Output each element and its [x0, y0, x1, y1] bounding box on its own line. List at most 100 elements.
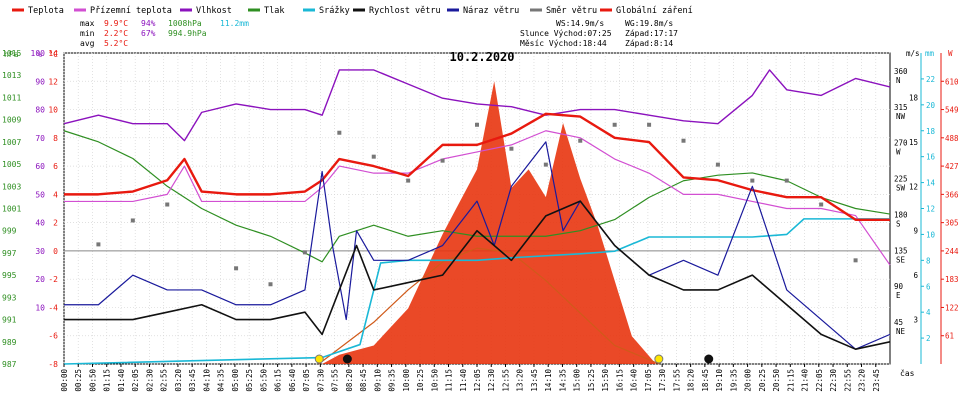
time-label-56: 23:20 [858, 369, 867, 392]
stat-max-press: 1008hPa [168, 19, 202, 28]
legend-label-1: Přízemní teplota [90, 6, 172, 16]
dir-tick-0: 360 [894, 67, 908, 76]
legend-label-8: Globální záření [616, 6, 693, 16]
temp-tick-11: -8 [48, 360, 58, 369]
dir-tick-2: 270 [894, 139, 908, 148]
w-tick-4: 366 [945, 190, 959, 199]
temp-tick-2: 10 [48, 106, 58, 115]
hpa-tick-1: 1013 [2, 71, 21, 80]
pct-tick-2: 80 [35, 106, 45, 115]
mm-tick-7: 8 [926, 256, 931, 265]
w-tick-8: 122 [945, 303, 959, 312]
time-label-16: 06:40 [288, 369, 297, 392]
temp-tick-7: 0 [53, 247, 58, 256]
mm-tick-8: 6 [926, 282, 931, 291]
wind-dir-mark-1 [130, 218, 135, 223]
time-label-57: 23:45 [872, 369, 881, 392]
time-label-37: 15:25 [587, 369, 596, 392]
time-label-50: 20:50 [772, 369, 781, 392]
axes: 00:00 00:25 00:50 01:15 01:40 02:05 02:30 02:55… [2, 49, 959, 392]
dir-card-7: NE [896, 327, 906, 336]
wind-dir-mark-17 [715, 162, 720, 167]
mm-tick-0: 22 [926, 75, 935, 84]
time-label-42: 17:30 [658, 369, 667, 392]
hpa-tick-2: 1011 [2, 93, 21, 102]
time-label-31: 12:55 [501, 369, 510, 392]
ms-tick-1: 15 [909, 138, 918, 147]
time-label-5: 02:05 [131, 369, 140, 392]
legend-label-0: Teplota [28, 6, 64, 16]
hpa-unit: hPa [4, 50, 19, 59]
hpa-tick-14: 987 [2, 360, 17, 369]
mm-tick-5: 12 [926, 205, 935, 214]
wind-speed-line [64, 200, 891, 350]
dir-card-3: SW [896, 184, 906, 193]
time-label-20: 08:20 [345, 369, 354, 392]
time-label-1: 00:25 [74, 369, 83, 392]
stat-min-label: min [80, 29, 95, 38]
time-label-39: 16:15 [615, 369, 624, 392]
time-label-11: 04:35 [217, 369, 226, 392]
pct-tick-7: 30 [35, 247, 45, 256]
w-tick-2: 488 [945, 134, 959, 143]
time-label-38: 15:50 [601, 369, 610, 392]
radiation-area [322, 81, 656, 364]
time-label-55: 22:55 [843, 369, 852, 392]
time-label-45: 18:45 [701, 369, 710, 392]
moonset-marker [342, 354, 352, 364]
stat-moonrise: Měsíc Východ:18:44 [520, 39, 607, 48]
stats-panel: max 9.9°C 94% 1008hPa 11.2mm min 2.2°C 67% 994.9… [80, 19, 678, 48]
clear-sky-curve [318, 247, 660, 365]
time-label-36: 15:00 [573, 369, 582, 392]
time-label-35: 14:35 [558, 369, 567, 392]
hpa-tick-3: 1009 [2, 116, 21, 125]
time-label-48: 20:00 [744, 369, 753, 392]
pct-unit: % [37, 50, 42, 59]
time-label-26: 10:50 [430, 369, 439, 392]
time-label-22: 09:10 [373, 369, 382, 392]
hpa-tick-10: 995 [2, 271, 17, 280]
wind-dir-mark-9 [440, 158, 445, 163]
wind-dir-mark-2 [165, 202, 170, 207]
wind-dir-mark-15 [647, 122, 652, 127]
wind-dir-mark-20 [819, 202, 824, 207]
w-tick-5: 305 [945, 219, 959, 228]
w-unit: W [948, 49, 953, 58]
mm-tick-1: 20 [926, 101, 936, 110]
stat-sunset: Západ:17:17 [625, 29, 678, 38]
wind-dir-mark-5 [302, 250, 307, 255]
temp-tick-6: 2 [53, 219, 58, 228]
time-label-19: 07:55 [331, 369, 340, 392]
temp-tick-0: 14 [48, 49, 58, 58]
mm-tick-2: 18 [926, 127, 936, 136]
dir-card-5: SE [896, 255, 906, 264]
dir-card-2: W [896, 148, 901, 157]
time-label-49: 20:25 [758, 369, 767, 392]
w-tick-3: 427 [945, 162, 959, 171]
mm-tick-4: 14 [926, 179, 936, 188]
pct-tick-8: 20 [35, 275, 45, 284]
temp-tick-10: -6 [48, 332, 58, 341]
w-tick-9: 61 [945, 332, 954, 341]
legend-label-7: Směr větru [546, 6, 597, 16]
time-label-40: 16:40 [630, 369, 639, 392]
time-label-10: 04:10 [202, 369, 211, 392]
pct-tick-5: 50 [35, 190, 45, 199]
temp-unit: °C [48, 50, 58, 59]
mm-tick-6: 10 [926, 230, 936, 239]
wind-dir-mark-11 [509, 146, 514, 151]
dir-tick-7: 45 [894, 318, 903, 327]
time-label-21: 08:45 [359, 369, 368, 392]
wind-dir-mark-3 [234, 266, 239, 271]
wind-dir-mark-0 [96, 242, 101, 247]
hpa-tick-5: 1005 [2, 160, 21, 169]
hpa-tick-11: 993 [2, 293, 17, 302]
legend-label-5: Rychlost větru [369, 6, 441, 16]
wind-dir-mark-6 [337, 130, 342, 135]
stat-min-press: 994.9hPa [168, 29, 207, 38]
time-label-25: 10:25 [416, 369, 425, 392]
time-label-17: 07:05 [302, 369, 311, 392]
dir-tick-4: 180 [894, 210, 908, 219]
stat-max-label: max [80, 19, 95, 28]
time-label-28: 11:40 [459, 369, 468, 392]
